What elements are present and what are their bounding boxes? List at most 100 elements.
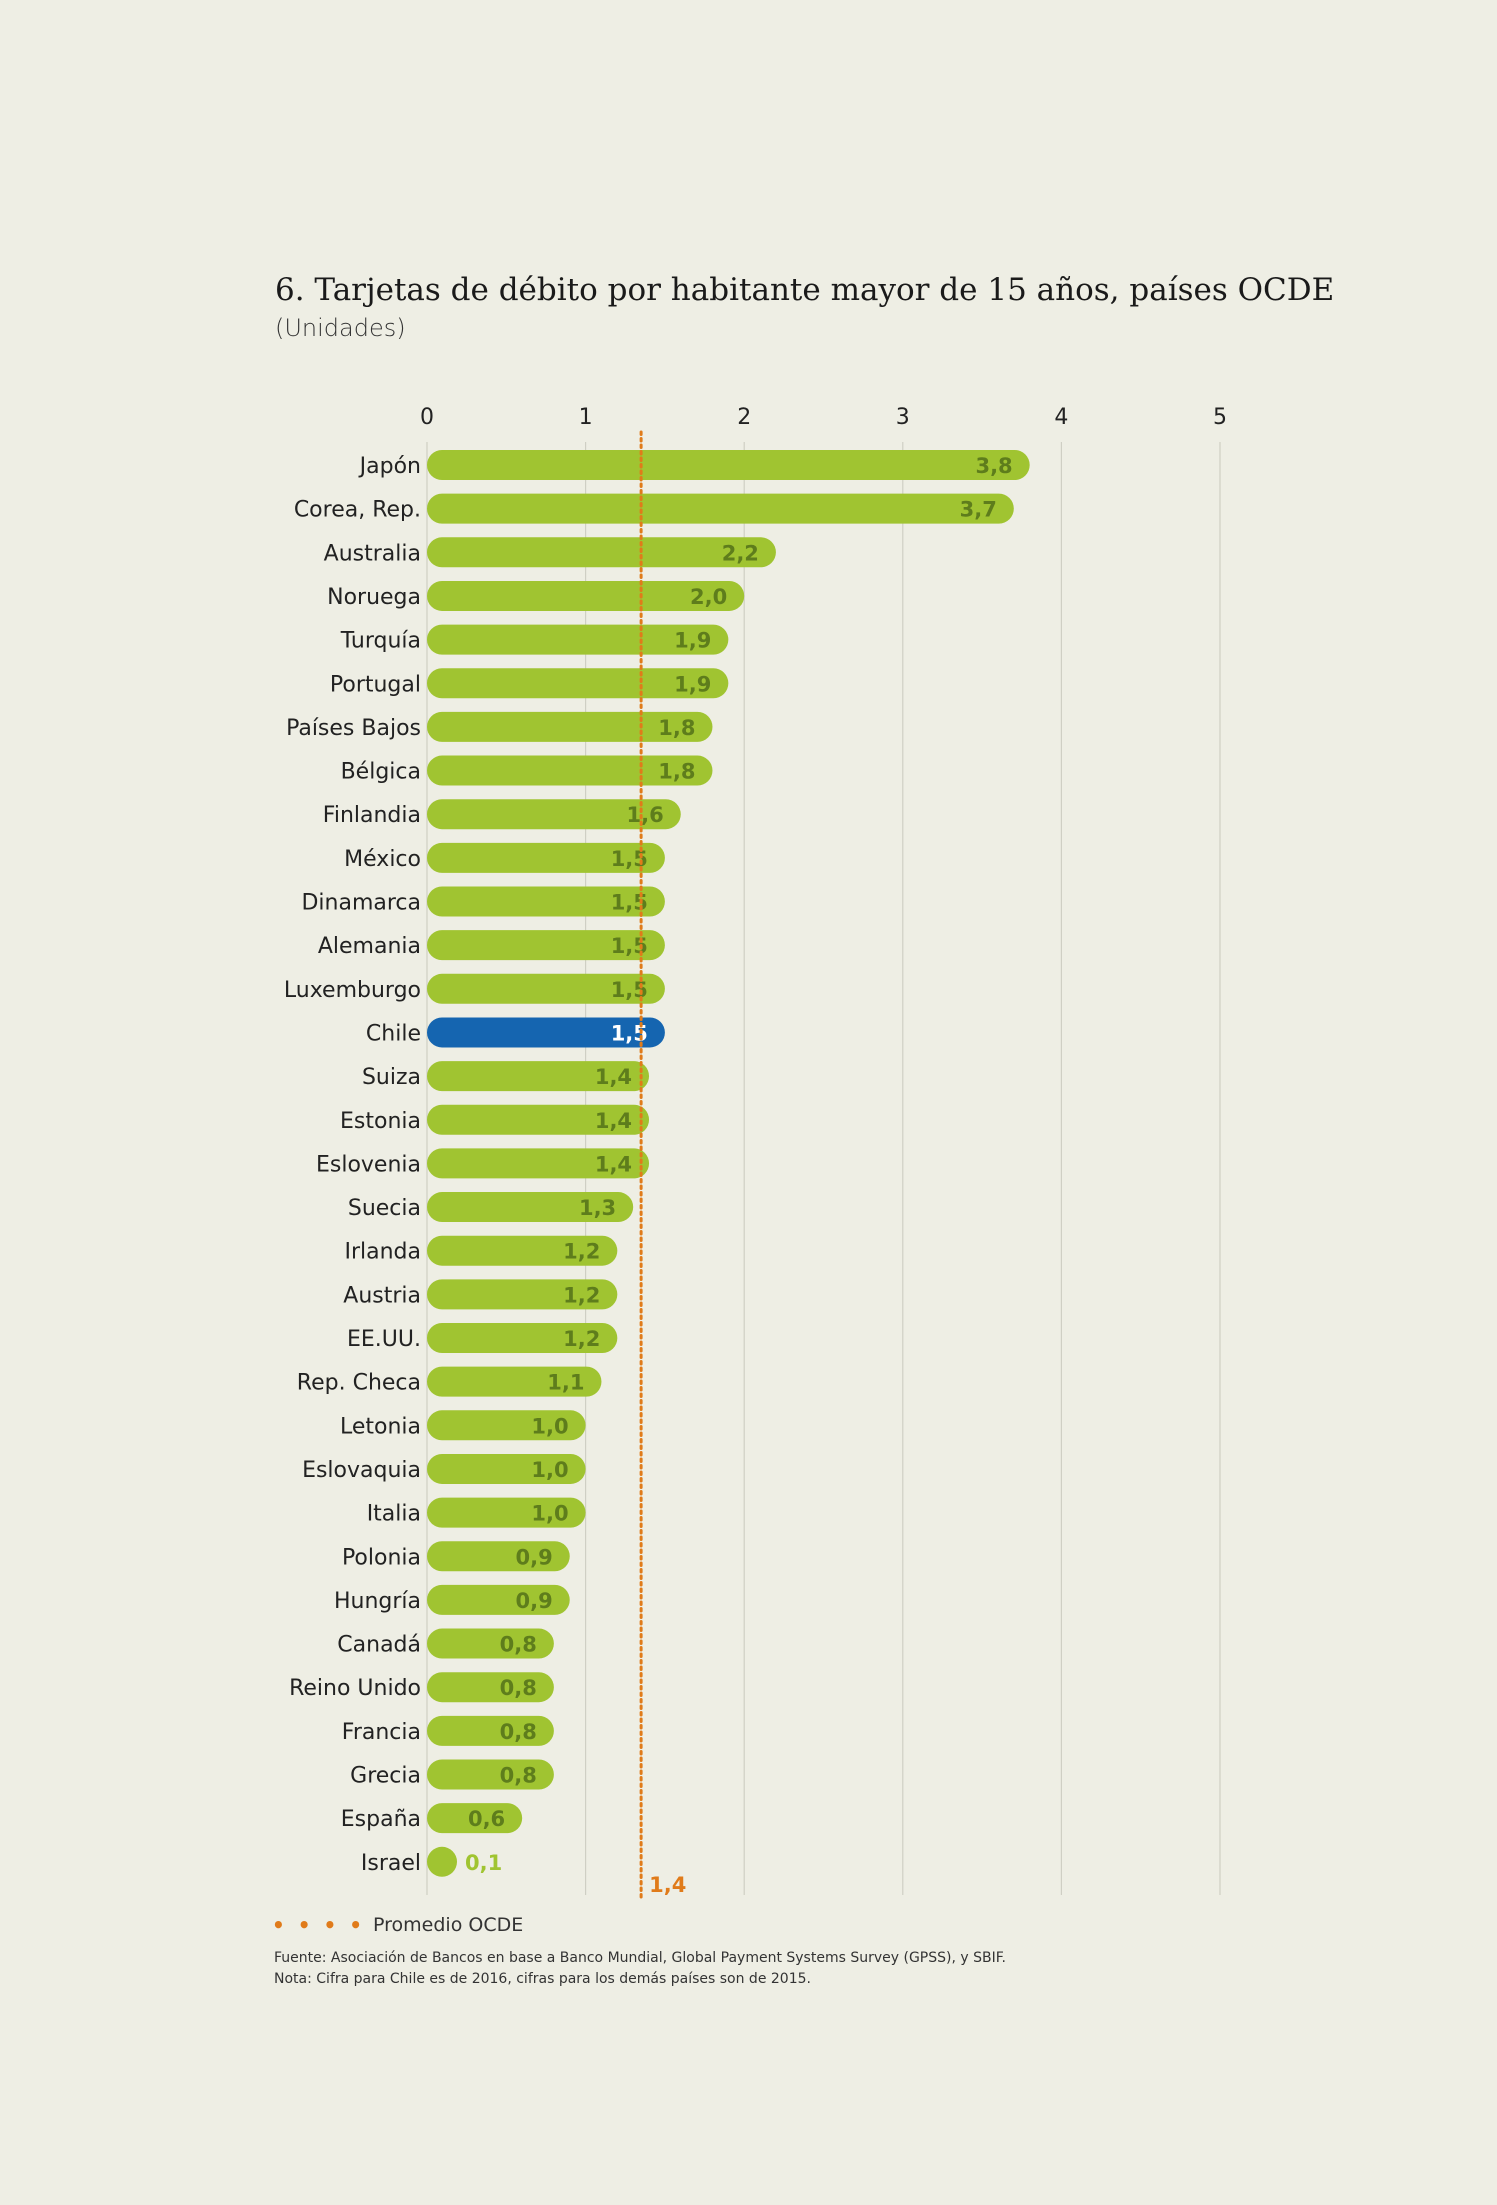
value-label: 1,9 <box>674 672 711 696</box>
legend: • • • • Promedio OCDE <box>272 1913 523 1937</box>
bar <box>427 1628 554 1659</box>
category-label: Portugal <box>330 672 421 697</box>
category-label: Japón <box>358 454 421 479</box>
value-label: 1,2 <box>563 1283 600 1307</box>
source-note: Fuente: Asociación de Bancos en base a B… <box>274 1950 1006 1966</box>
category-label: Eslovaquia <box>302 1458 421 1483</box>
category-label: Finlandia <box>323 803 421 828</box>
value-label: 1,3 <box>579 1196 616 1220</box>
chart-subtitle: (Unidades) <box>275 314 406 342</box>
category-label: México <box>344 847 421 872</box>
value-label: 2,0 <box>690 585 727 609</box>
chart-title: 6. Tarjetas de débito por habitante mayo… <box>275 272 1335 308</box>
bar <box>427 1846 457 1877</box>
x-tick-label: 3 <box>896 405 910 430</box>
category-label: Estonia <box>340 1109 421 1134</box>
category-label: Canadá <box>337 1633 421 1658</box>
category-label: Austria <box>343 1283 421 1308</box>
value-label: 1,8 <box>658 760 695 784</box>
reference-line: 1,4 <box>639 430 686 1899</box>
category-label: Grecia <box>350 1764 421 1789</box>
category-label: Italia <box>367 1502 421 1527</box>
bar <box>427 1497 586 1528</box>
bar <box>427 1366 602 1397</box>
category-label: Australia <box>324 541 421 566</box>
category-label: Rep. Checa <box>297 1371 421 1396</box>
bar <box>427 1061 650 1092</box>
bar <box>427 1279 618 1310</box>
value-label: 0,8 <box>500 1764 537 1788</box>
bar <box>427 1235 618 1266</box>
bar <box>427 1759 554 1790</box>
bar <box>427 537 776 568</box>
category-label: Hungría <box>334 1589 421 1614</box>
value-label: 0,8 <box>500 1676 537 1700</box>
category-label: Eslovenia <box>316 1152 421 1177</box>
bar <box>427 1017 665 1048</box>
bar <box>427 1453 586 1484</box>
value-label: 0,8 <box>500 1720 537 1744</box>
x-tick-label: 0 <box>420 405 434 430</box>
bar <box>427 886 665 917</box>
value-label: 0,6 <box>468 1807 505 1831</box>
value-label: 2,2 <box>722 541 759 565</box>
bar <box>427 1410 586 1441</box>
value-label: 1,2 <box>563 1327 600 1351</box>
x-axis-ticks: 0 1 2 3 4 5 <box>420 405 1227 430</box>
bar-chart: 0 1 2 3 4 5 Japón 3,8 Corea, Rep. 3,7 Australia 2,… <box>284 405 1227 1899</box>
category-label: Corea, Rep. <box>294 498 421 523</box>
ocde-average-label: 1,4 <box>649 1873 686 1897</box>
category-label: Francia <box>342 1720 421 1745</box>
bar <box>427 450 1030 480</box>
value-label: 3,7 <box>960 498 997 522</box>
category-label: Irlanda <box>344 1240 421 1265</box>
category-label: Reino Unido <box>289 1676 421 1701</box>
bar <box>427 1104 650 1135</box>
grid-lines <box>426 442 1221 1895</box>
x-tick-label: 2 <box>737 405 751 430</box>
bar <box>427 493 1014 524</box>
value-label: 1,0 <box>531 1414 568 1438</box>
bar <box>427 668 729 699</box>
value-label: 1,2 <box>563 1240 600 1264</box>
value-label: 1,9 <box>674 629 711 653</box>
bar <box>427 1672 554 1703</box>
category-label: Luxemburgo <box>284 978 421 1003</box>
legend-dotted-line-icon: • • • • <box>272 1913 366 1937</box>
category-label: Alemania <box>318 934 421 959</box>
value-label: 1,0 <box>531 1502 568 1526</box>
bar <box>427 1584 570 1615</box>
bar <box>427 1715 554 1746</box>
category-label: España <box>341 1807 421 1832</box>
category-label: EE.UU. <box>347 1327 421 1352</box>
category-label: Suiza <box>362 1065 421 1090</box>
bar <box>427 973 665 1004</box>
category-label: Suecia <box>348 1196 421 1221</box>
value-label: 1,0 <box>531 1458 568 1482</box>
bar <box>427 580 745 611</box>
bar <box>427 1323 618 1353</box>
footnote: Nota: Cifra para Chile es de 2016, cifra… <box>274 1971 811 1987</box>
value-label: 1,4 <box>595 1065 632 1089</box>
legend-label: Promedio OCDE <box>373 1914 524 1936</box>
value-label: 1,6 <box>627 803 664 827</box>
value-label: 0,8 <box>500 1633 537 1657</box>
category-label: Dinamarca <box>301 891 421 916</box>
category-label: Letonia <box>340 1414 421 1439</box>
x-tick-label: 5 <box>1213 405 1227 430</box>
bar <box>427 1148 650 1179</box>
x-tick-label: 4 <box>1054 405 1068 430</box>
value-label: 0,9 <box>516 1589 553 1613</box>
category-label: Polonia <box>342 1545 421 1570</box>
bar <box>427 624 729 655</box>
bar <box>427 799 681 830</box>
x-tick-label: 1 <box>579 405 593 430</box>
bars: Japón 3,8 Corea, Rep. 3,7 Australia 2,2 Norueg… <box>284 450 1030 1877</box>
category-label: Bélgica <box>341 760 421 785</box>
value-label: 1,4 <box>595 1152 632 1176</box>
bar <box>427 930 665 961</box>
value-label: 1,1 <box>547 1371 584 1395</box>
value-label: 1,8 <box>658 716 695 740</box>
category-label: Chile <box>366 1021 421 1046</box>
bar <box>427 1541 570 1572</box>
